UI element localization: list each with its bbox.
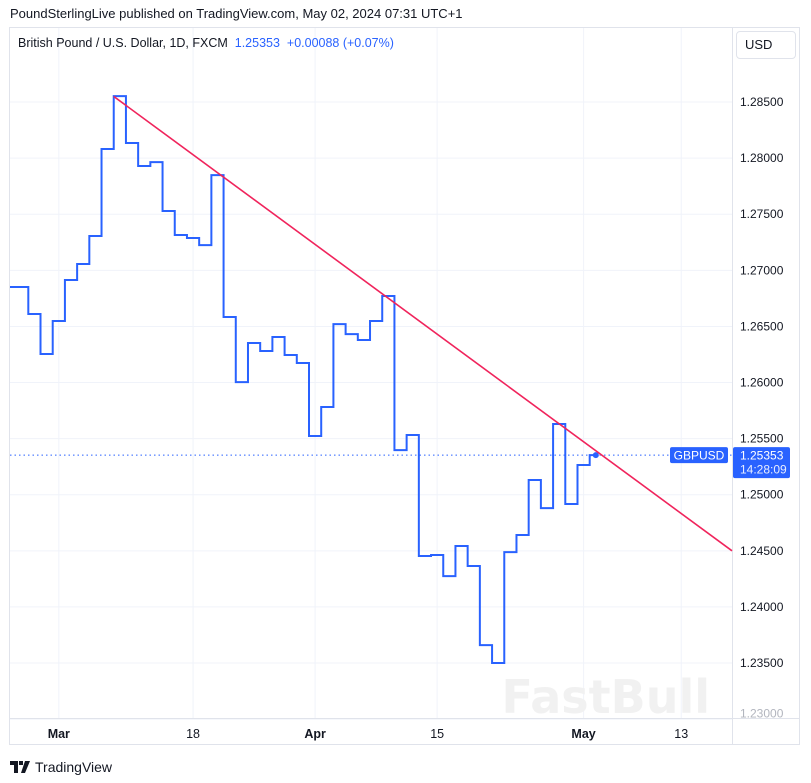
price-label-countdown: 14:28:09 — [740, 463, 787, 477]
symbol-label: GBPUSD — [674, 449, 725, 463]
price-label-bg — [733, 447, 790, 479]
price-axis-label: 1.23500 — [740, 656, 784, 670]
tradingview-logo[interactable]: TradingView — [10, 759, 112, 775]
price-chart[interactable]: FastBull 1.23500 1.24000 1.24500 1.25000 1.25… — [10, 28, 799, 744]
price-axis-label: 1.26000 — [740, 376, 784, 390]
last-price: 1.25353 — [234, 36, 280, 50]
time-axis-label: Apr — [304, 727, 326, 741]
price-axis-label: 1.26500 — [740, 319, 784, 333]
time-axis-label: 15 — [430, 727, 444, 741]
fastbull-watermark: FastBull — [502, 670, 710, 724]
price-change: +0.00088 (+0.07%) — [286, 36, 394, 50]
price-axis-label: 1.27000 — [740, 263, 784, 277]
symbol-title: British Pound / U.S. Dollar, 1D, FXCM — [18, 36, 228, 50]
time-axis-label: 18 — [186, 727, 200, 741]
currency-button[interactable]: USD — [736, 31, 796, 59]
price-label-value: 1.25353 — [740, 449, 784, 463]
price-step-line — [10, 95, 596, 665]
time-axis-label: Mar — [48, 727, 70, 741]
last-price-dot — [592, 452, 599, 459]
published-caption: PoundSterlingLive published on TradingVi… — [10, 6, 463, 21]
price-axis-label: 1.28500 — [740, 95, 784, 109]
symbol-legend: British Pound / U.S. Dollar, 1D, FXCM 1.… — [18, 36, 394, 50]
symbol-label-bg — [670, 447, 728, 464]
time-axis-label: 13 — [674, 727, 688, 741]
price-axis-label: 1.27500 — [740, 207, 784, 221]
price-axis-label: 1.23000 — [740, 707, 784, 721]
tradingview-logo-icon — [10, 761, 30, 773]
price-axis-label: 1.24500 — [740, 544, 784, 558]
trend-line — [113, 95, 733, 552]
price-axis-label: 1.28000 — [740, 151, 784, 165]
time-axis-label: May — [571, 727, 595, 741]
chart-frame: FastBull 1.23500 1.24000 1.24500 1.25000 1.25… — [9, 27, 800, 745]
price-axis-label: 1.25000 — [740, 488, 784, 502]
tradingview-brand: TradingView — [35, 759, 113, 775]
price-axis-label: 1.24000 — [740, 600, 784, 614]
price-axis-label: 1.25500 — [740, 432, 784, 446]
